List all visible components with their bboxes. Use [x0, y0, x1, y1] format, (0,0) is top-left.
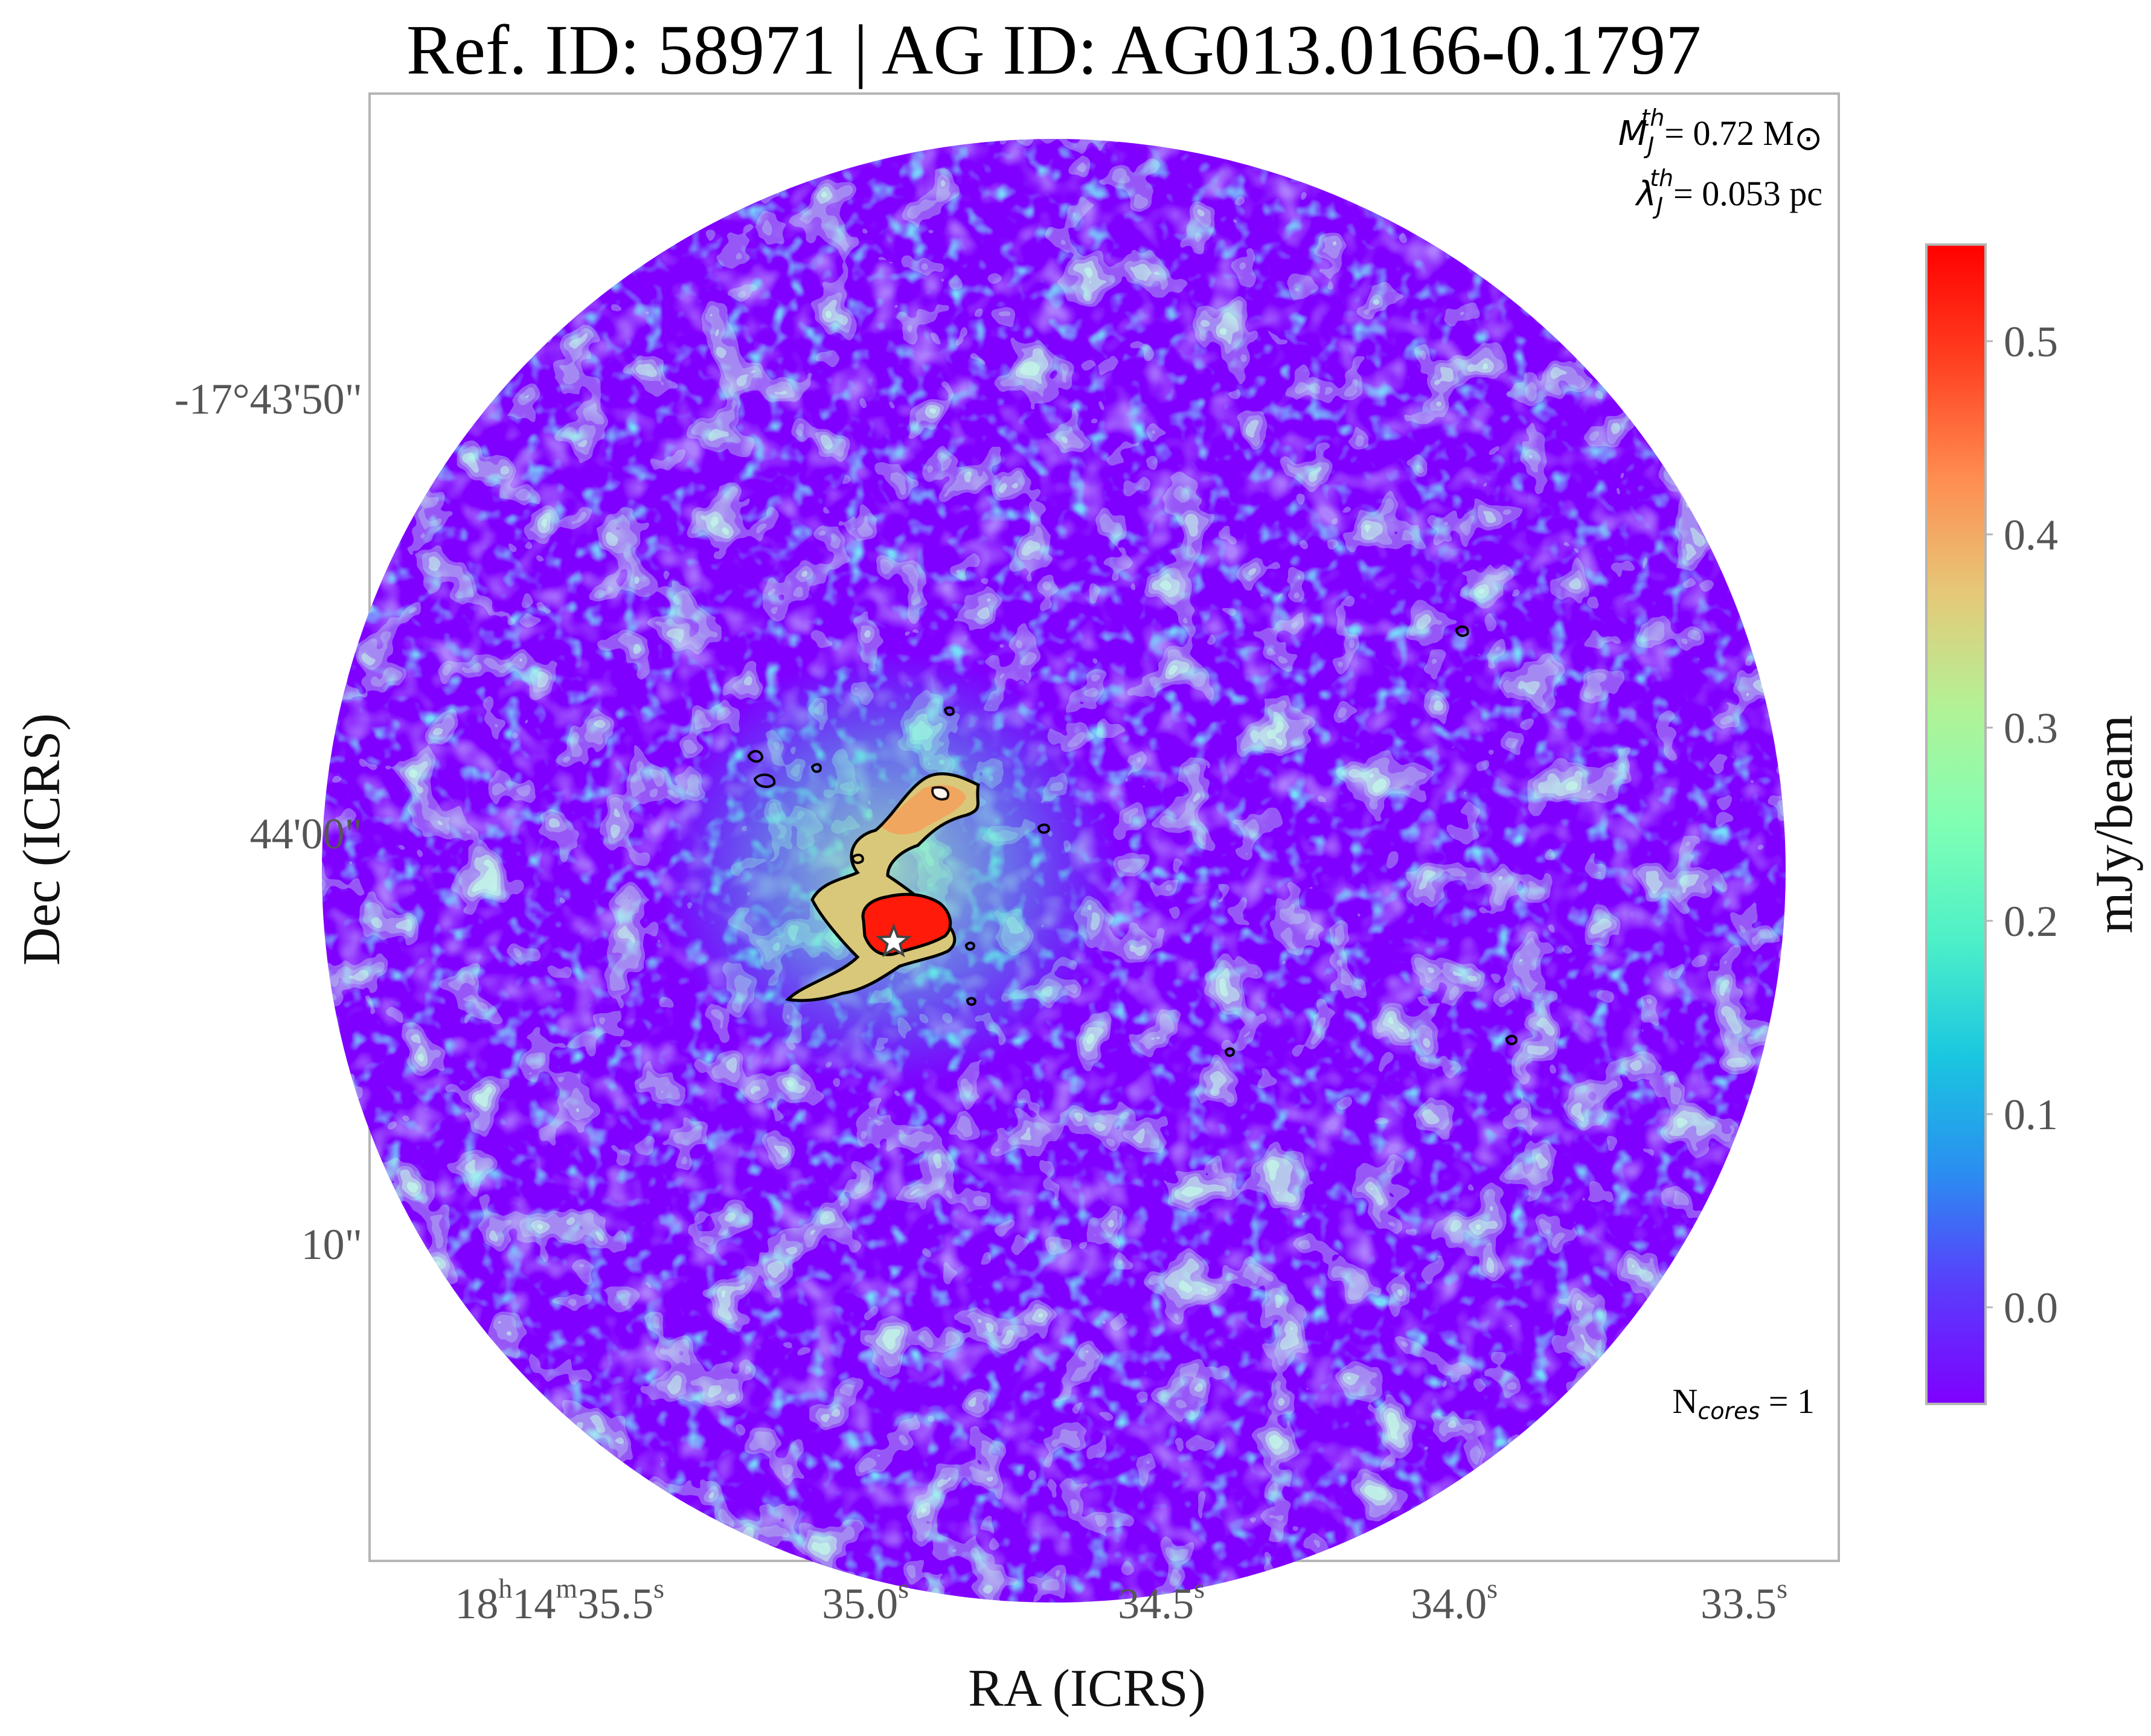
x-tick-s-unit: s	[898, 1573, 909, 1604]
x-tick-seconds: 35.5	[577, 1580, 653, 1628]
x-tick-m-unit: m	[556, 1573, 577, 1604]
x-tick-s-unit: s	[1194, 1573, 1205, 1604]
jeans-mass-value: = 0.72 M	[1664, 114, 1794, 153]
x-tick-s-unit: s	[653, 1573, 664, 1604]
x-tick-label: 34.5s	[1118, 1573, 1205, 1628]
x-tick-seconds: 33.5	[1701, 1580, 1777, 1628]
y-tick-label: -17°43'50"	[175, 375, 362, 423]
x-tick-h-unit: h	[498, 1573, 512, 1604]
y-tick-label: 10"	[301, 1220, 362, 1269]
colorbar-tick-label: 0.4	[2004, 511, 2058, 559]
contour-island	[1037, 823, 1050, 834]
contour-hole	[931, 786, 950, 801]
ncores-value: = 1	[1760, 1382, 1815, 1421]
contour-island	[1505, 1034, 1518, 1045]
emission-clump	[747, 625, 1518, 1057]
contour-island	[966, 997, 976, 1006]
colorbar-gradient	[1925, 243, 1987, 1405]
chart-title: Ref. ID: 58971 | AG ID: AG013.0166-0.179…	[406, 10, 1701, 89]
contour-island	[1455, 625, 1469, 637]
emission-map	[322, 139, 1786, 1603]
y-axis-title: Dec (ICRS)	[13, 713, 71, 966]
colorbar-tick-label: 0.2	[2004, 897, 2058, 946]
contour-island	[753, 774, 776, 789]
colorbar-tick-label: 0.0	[2004, 1284, 2058, 1332]
colorbar-tick-label: 0.3	[2004, 704, 2058, 752]
x-axis-title: RA (ICRS)	[968, 1659, 1206, 1718]
colorbar: 0.0 0.1 0.2 0.3 0.4 0.5 mJy/beam	[1925, 243, 2144, 1405]
contour-island	[747, 750, 764, 763]
x-tick-label: 34.0s	[1411, 1573, 1498, 1628]
colorbar-label: mJy/beam	[2085, 715, 2144, 934]
jeans-length-annotation: λJth= 0.053 pc	[1635, 165, 1822, 219]
plot-area	[322, 92, 1840, 1603]
y-tick-label: 44'00"	[250, 810, 362, 858]
ncores-sub: cores	[1697, 1398, 1760, 1424]
colorbar-tick-label: 0.5	[2004, 318, 2058, 366]
jeans-annotations: MJth= 0.72 M⊙ λJth= 0.053 pc Ncores = 1	[1618, 104, 1822, 1424]
x-tick-seconds: 34.0	[1411, 1580, 1487, 1628]
x-tick-hours: 18	[455, 1580, 498, 1628]
core-marker-star-icon	[875, 923, 912, 958]
jeans-mass-sup: th	[1641, 104, 1664, 131]
x-tick-minutes: 14	[512, 1580, 556, 1628]
x-axis-ticks: 18h14m35.5s 35.0s 34.5s 34.0s 33.5s	[455, 1573, 1787, 1628]
contour-island	[943, 706, 955, 716]
y-axis-ticks: -17°43'50" 44'00" 10"	[175, 375, 362, 1269]
x-tick-label: 35.0s	[822, 1573, 909, 1628]
jeans-length-symbol: λ	[1635, 175, 1656, 214]
ncores-annotation: Ncores = 1	[1672, 1382, 1815, 1424]
jeans-mass-annotation: MJth= 0.72 M⊙	[1618, 104, 1822, 159]
jeans-length-value: = 0.053 pc	[1673, 174, 1822, 213]
contour-island	[851, 853, 864, 864]
x-tick-seconds: 35.0	[822, 1580, 898, 1628]
x-tick-s-unit: s	[1487, 1573, 1498, 1604]
x-tick-label: 33.5s	[1701, 1573, 1787, 1628]
jeans-mass-symbol: M	[1618, 114, 1647, 153]
ncores-prefix: N	[1672, 1382, 1697, 1421]
contour-island	[964, 941, 975, 951]
jeans-length-sup: th	[1650, 165, 1673, 191]
x-tick-label: 18h14m35.5s	[455, 1573, 664, 1628]
colorbar-ticks: 0.0 0.1 0.2 0.3 0.4 0.5	[1986, 318, 2058, 1332]
x-tick-seconds: 34.5	[1118, 1580, 1194, 1628]
colorbar-tick-label: 0.1	[2004, 1091, 2058, 1139]
contour-island	[810, 763, 822, 773]
solar-mass-icon: ⊙	[1794, 119, 1822, 158]
x-tick-s-unit: s	[1777, 1573, 1787, 1604]
contour-island	[1224, 1047, 1235, 1057]
